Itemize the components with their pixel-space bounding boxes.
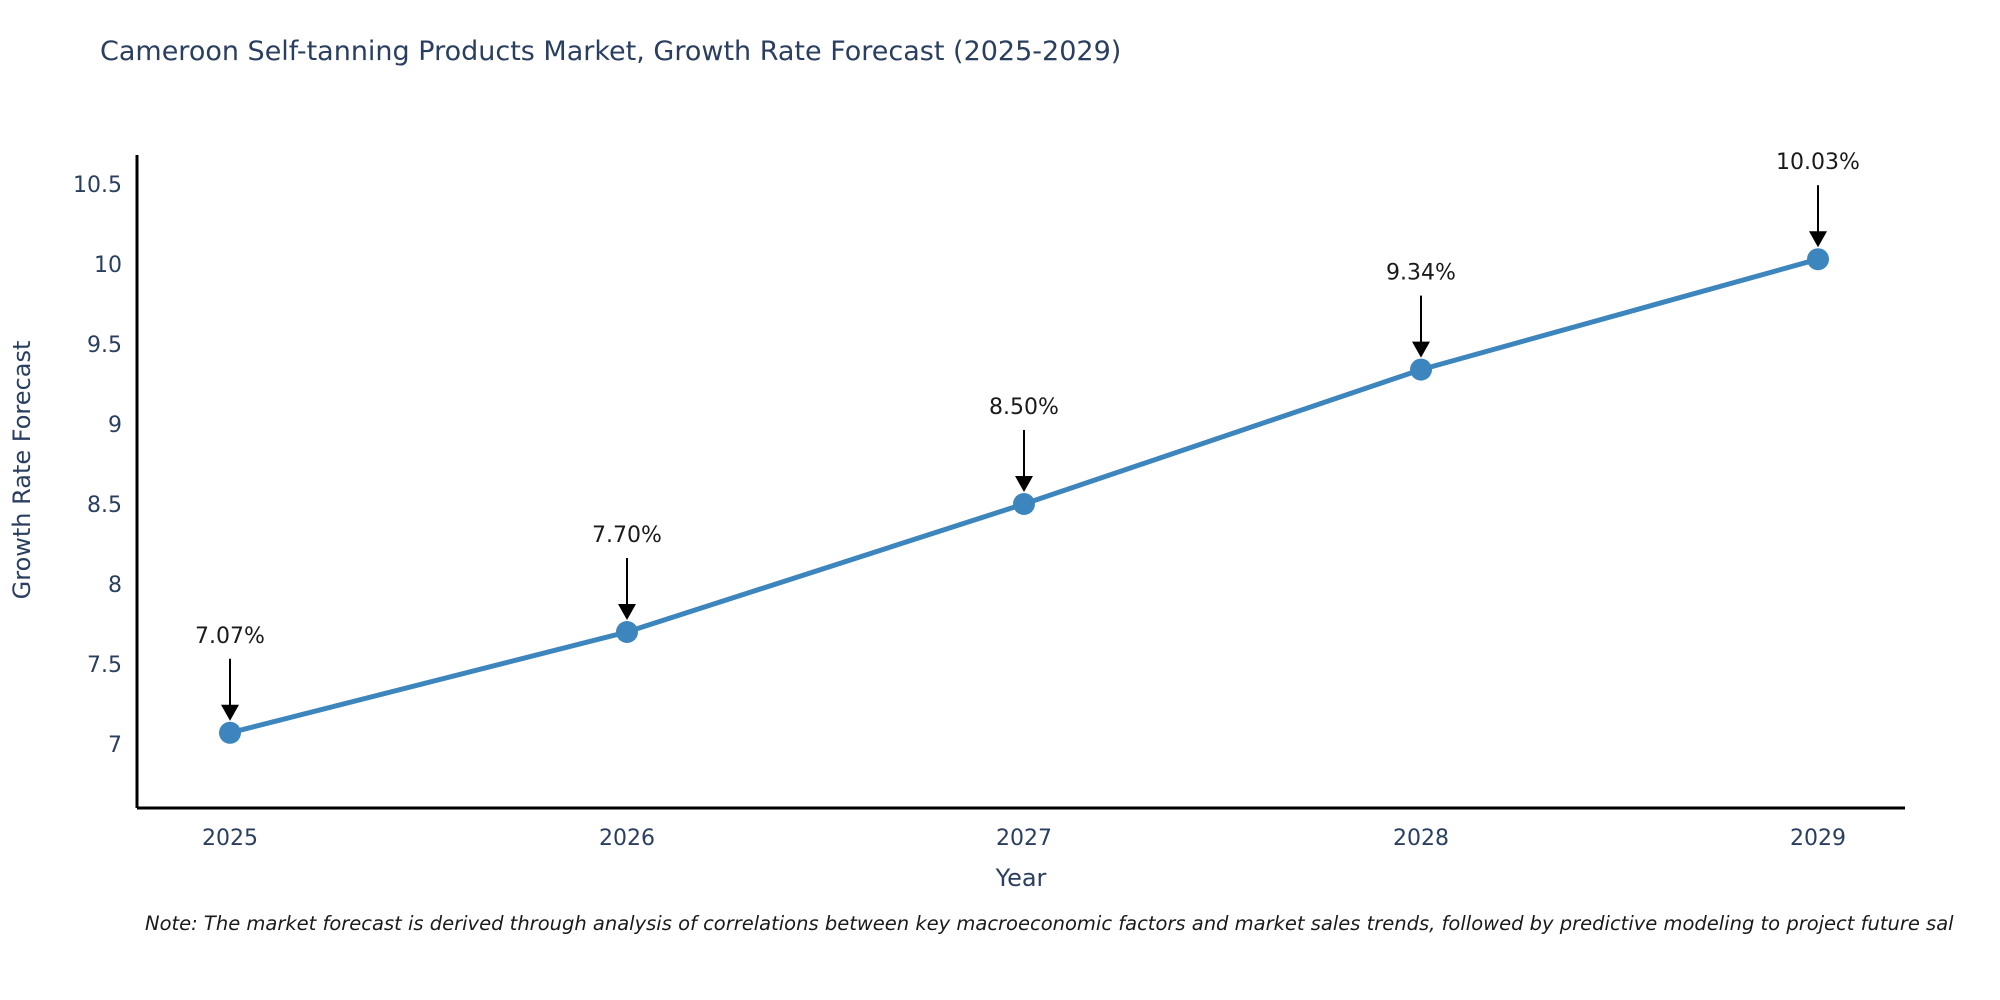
annotation-arrow-head <box>1412 341 1430 358</box>
point-annotations: 7.07% 7.70% 8.50% 9.34% 10.03% <box>195 150 1860 721</box>
data-point-marker[interactable] <box>1410 358 1432 381</box>
y-tick-label: 10 <box>94 253 122 278</box>
data-point-label: 9.34% <box>1386 261 1456 286</box>
y-tick-label: 9 <box>108 413 122 438</box>
x-tick-labels: 2025 2026 2027 2028 2029 <box>202 826 1846 851</box>
annotation-arrow-head <box>618 604 636 620</box>
data-point-marker[interactable] <box>616 621 638 643</box>
y-axis-title: Growth Rate Forecast <box>8 341 36 600</box>
data-point-marker[interactable] <box>1807 248 1829 271</box>
x-axis-title: Year <box>995 864 1047 892</box>
data-point-marker[interactable] <box>1013 493 1035 515</box>
x-tick-label: 2027 <box>996 826 1052 851</box>
y-tick-label: 8 <box>108 573 122 598</box>
y-tick-label: 8.5 <box>87 493 122 518</box>
y-tick-labels: 10.5 10 9.5 9 8.5 8 7.5 7 <box>73 173 122 758</box>
annotation-arrow-head <box>221 704 239 721</box>
data-point-label: 10.03% <box>1776 150 1860 175</box>
data-point-label: 7.07% <box>195 624 265 649</box>
y-tick-label: 9.5 <box>87 333 122 358</box>
y-tick-label: 7.5 <box>87 653 122 678</box>
data-point-label: 8.50% <box>989 395 1059 420</box>
x-tick-label: 2025 <box>202 826 258 851</box>
y-tick-label: 10.5 <box>73 173 122 198</box>
x-tick-label: 2029 <box>1790 826 1846 851</box>
data-point-label: 7.70% <box>592 523 662 548</box>
annotation-arrow-head <box>1015 476 1033 492</box>
x-tick-label: 2028 <box>1393 826 1449 851</box>
y-tick-label: 7 <box>108 733 122 758</box>
x-tick-label: 2026 <box>599 826 655 851</box>
footnote: Note: The market forecast is derived thr… <box>145 912 1954 935</box>
annotation-arrow-head <box>1809 231 1827 248</box>
chart-title: Cameroon Self-tanning Products Market, G… <box>100 36 1122 67</box>
data-series <box>219 248 1829 744</box>
data-point-marker[interactable] <box>219 721 241 744</box>
